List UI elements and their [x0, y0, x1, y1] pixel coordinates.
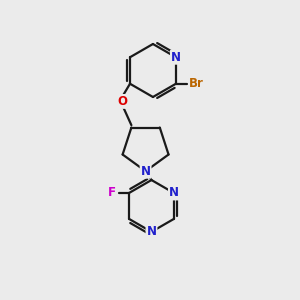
Text: N: N	[141, 165, 151, 178]
Text: Br: Br	[189, 77, 204, 90]
Text: N: N	[171, 51, 181, 64]
Text: O: O	[118, 95, 128, 108]
Text: N: N	[169, 187, 179, 200]
Text: N: N	[146, 225, 157, 239]
Text: F: F	[108, 187, 116, 200]
